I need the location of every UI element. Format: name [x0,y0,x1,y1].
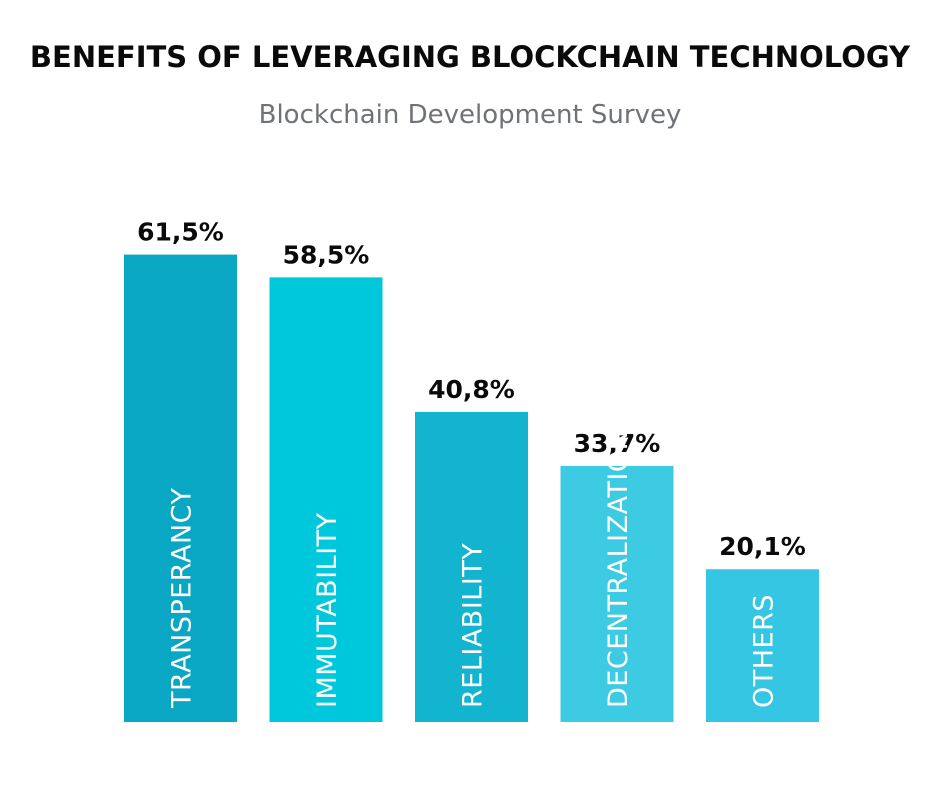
chart-title: BENEFITS OF LEVERAGING BLOCKCHAIN TECHNO… [29,40,911,74]
value-label-reliability: 40,8% [428,375,515,404]
bar-decentralization [560,465,674,722]
value-label-decentralization: 33,7% [574,429,661,458]
category-label-others: OTHERS [749,594,780,708]
value-label-immutability: 58,5% [283,240,370,269]
bar-transperancy [124,254,237,722]
category-label-reliability: RELIABILITY [458,543,489,708]
category-label-immutability: IMMUTABILITY [312,512,343,708]
category-label-decentralization: DECENTRALIZATION [603,430,634,708]
bar-reliability [415,411,528,722]
bar-others [706,569,819,722]
chart-subtitle: Blockchain Development Survey [258,100,682,130]
category-label-transperancy: TRANSPERANCY [167,487,198,709]
bar-immutability [269,277,383,722]
value-label-others: 20,1% [719,532,806,561]
value-label-transperancy: 61,5% [137,218,224,247]
